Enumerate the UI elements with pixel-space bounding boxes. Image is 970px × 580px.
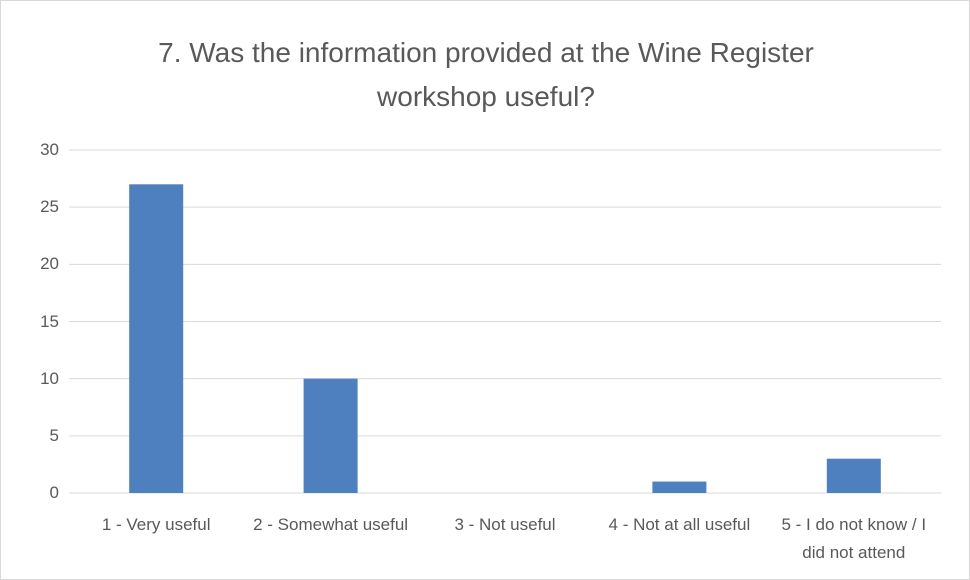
y-tick-label: 0: [49, 483, 59, 502]
x-tick-label: 1 - Very useful: [101, 515, 211, 534]
x-tick-label: 5 - I do not know / I did not attend: [781, 515, 927, 562]
y-tick-label: 20: [40, 254, 59, 274]
y-tick-label: 10: [40, 368, 59, 388]
x-tick-label: 2 - Somewhat useful: [253, 515, 409, 534]
bar: [129, 184, 184, 494]
y-tick-label: 5: [49, 425, 59, 445]
y-tick-label: 15: [40, 311, 59, 331]
bar: [826, 458, 881, 493]
chart-title: 7. Was the information provided at the W…: [158, 37, 814, 112]
y-tick-label: 30: [40, 140, 59, 159]
x-tick-label: 4 - Not at all useful: [608, 515, 751, 534]
bar: [652, 481, 707, 493]
bar: [303, 378, 358, 493]
x-tick-label: 3 - Not useful: [454, 515, 556, 534]
y-tick-label: 25: [40, 197, 59, 217]
